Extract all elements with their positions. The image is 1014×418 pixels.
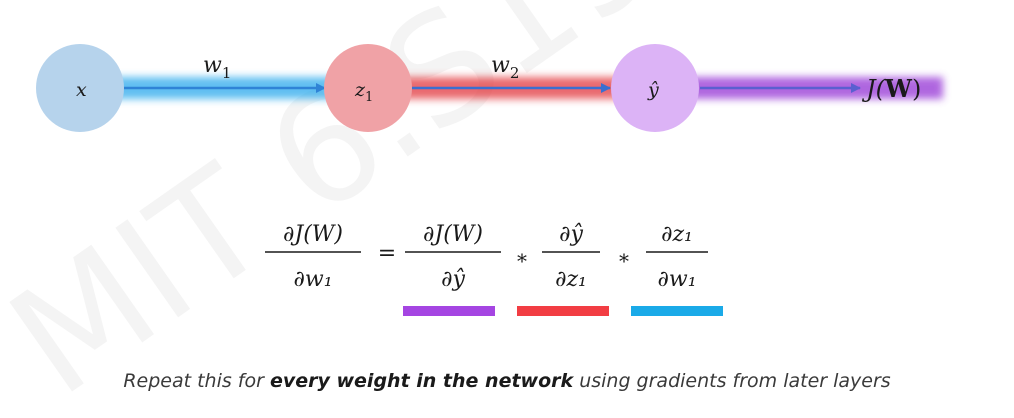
times-sign-1: * (517, 249, 527, 273)
term1-numerator: ∂J(W) (423, 222, 483, 247)
lhs-denominator: ∂w₁ (293, 267, 332, 292)
times-sign-2: * (619, 249, 629, 273)
term2-underline-bar (517, 306, 609, 316)
term1-denominator: ∂ŷ (441, 267, 465, 292)
node-yhat-label: ŷ (647, 79, 659, 101)
caption: Repeat this for every weight in the netw… (0, 370, 1014, 392)
node-x-label: x (76, 79, 87, 101)
edge-w2-label: w2 (491, 53, 519, 82)
term3-denominator: ∂w₁ (657, 267, 696, 292)
term1-underline-bar (403, 306, 495, 316)
term2-numerator: ∂ŷ (559, 222, 583, 247)
caption-post: using gradients from later layers (573, 370, 891, 392)
edge-w1-label: w1 (203, 53, 231, 82)
node-x (36, 44, 124, 132)
caption-pre: Repeat this for (123, 370, 270, 392)
equals-sign: = (378, 241, 396, 266)
term3-underline-bar (631, 306, 723, 316)
output-label: J(W) (861, 74, 921, 103)
caption-emphasis: every weight in the network (269, 370, 574, 392)
lhs-numerator: ∂J(W) (283, 222, 343, 247)
node-yhat (611, 44, 699, 132)
node-z1 (324, 44, 412, 132)
term3-numerator: ∂z₁ (661, 222, 693, 247)
node-z1-label: z1 (354, 79, 373, 105)
term2-denominator: ∂z₁ (555, 267, 587, 292)
